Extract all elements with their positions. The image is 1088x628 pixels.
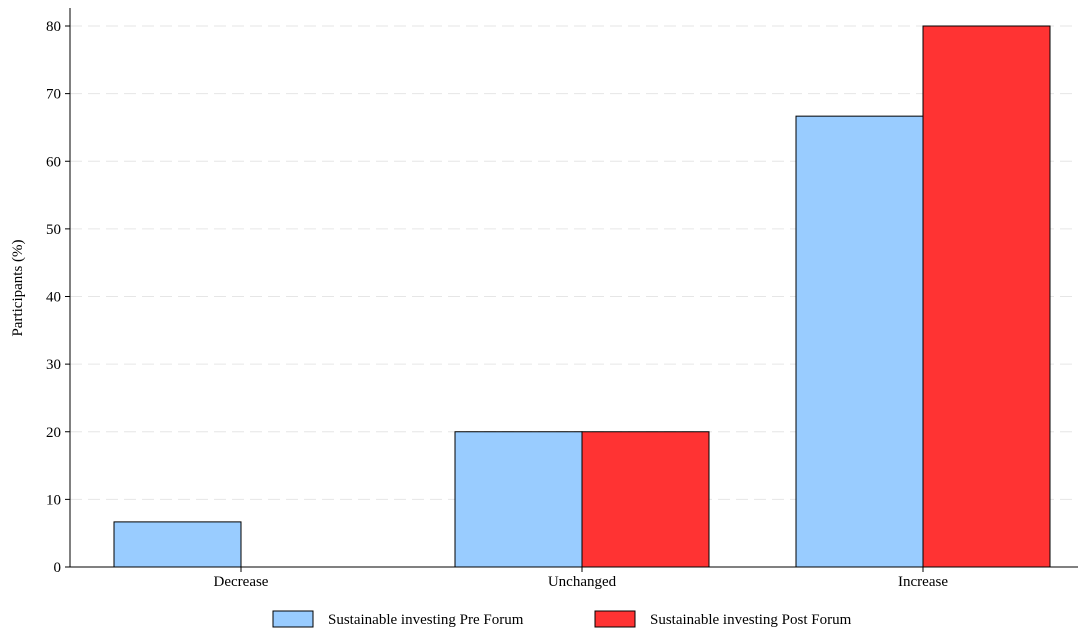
bar-pre-unchanged <box>454 431 583 568</box>
bar-pre-increase <box>795 115 924 568</box>
legend-swatch-pre <box>272 610 314 628</box>
bars <box>113 25 1051 568</box>
axes <box>69 8 1078 568</box>
x-tick-label: Decrease <box>214 574 269 590</box>
x-tick-label: Unchanged <box>548 574 617 590</box>
y-ticks: 0 10 20 30 40 50 60 70 80 <box>46 19 70 576</box>
y-tick-label: 40 <box>46 290 61 306</box>
legend-swatch-post <box>594 610 636 628</box>
bar-post-increase <box>922 25 1051 568</box>
y-tick-label: 10 <box>46 492 61 508</box>
legend-label-pre: Sustainable investing Pre Forum <box>328 612 524 628</box>
gridlines <box>70 25 1078 500</box>
y-tick-label: 30 <box>46 357 61 373</box>
y-axis-label: Participants (%) <box>10 239 26 336</box>
legend: Sustainable investing Pre Forum Sustainab… <box>272 610 852 628</box>
y-tick-label: 0 <box>54 560 62 576</box>
y-tick-label: 70 <box>46 87 61 103</box>
bar-pre-decrease <box>113 521 242 568</box>
y-tick-label: 20 <box>46 425 61 441</box>
y-tick-label: 50 <box>46 222 61 238</box>
x-categories: Decrease Unchanged Increase <box>214 567 948 590</box>
y-tick-label: 80 <box>46 19 61 35</box>
legend-label-post: Sustainable investing Post Forum <box>650 612 852 628</box>
x-tick-label: Increase <box>898 574 948 590</box>
bar-post-unchanged <box>581 431 710 568</box>
y-tick-label: 60 <box>46 154 61 170</box>
